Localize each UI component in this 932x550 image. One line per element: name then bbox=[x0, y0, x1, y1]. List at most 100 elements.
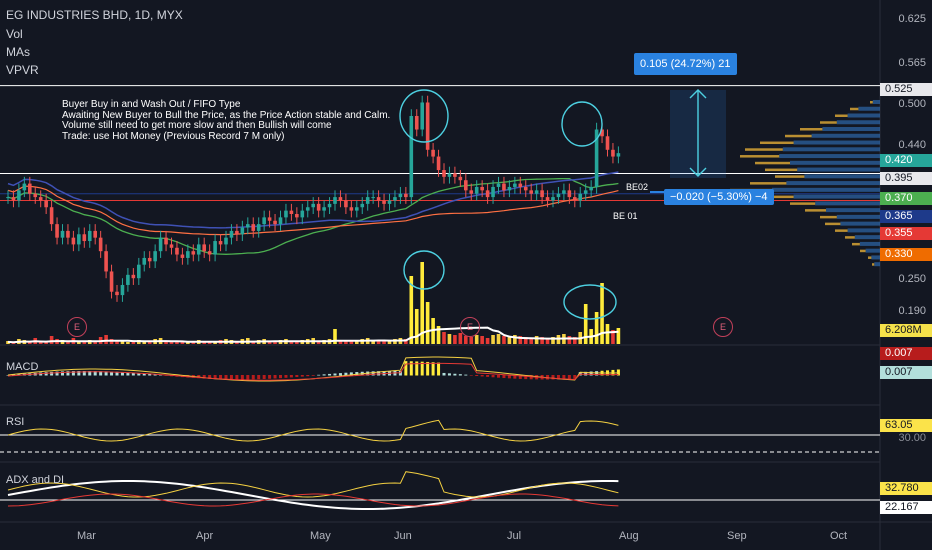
macd-histogram-bar bbox=[431, 362, 435, 376]
vpvr-bar bbox=[835, 229, 848, 232]
vpvr-bar bbox=[826, 208, 880, 213]
volume-bar bbox=[355, 340, 359, 344]
vpvr-bar bbox=[852, 242, 860, 246]
macd-histogram-bar bbox=[82, 371, 86, 376]
volume-bar bbox=[447, 334, 452, 344]
candle-body bbox=[420, 102, 424, 130]
macd-histogram-bar bbox=[333, 373, 337, 376]
macd-histogram-bar bbox=[115, 371, 119, 376]
earnings-marker[interactable]: E bbox=[460, 317, 480, 337]
vpvr-bar bbox=[872, 263, 875, 266]
macd-histogram-bar bbox=[44, 372, 48, 376]
volume-bar bbox=[540, 337, 544, 344]
chart-title: EG INDUSTRIES BHD, 1D, MYX bbox=[6, 8, 183, 22]
earnings-marker[interactable]: E bbox=[67, 317, 87, 337]
candle-body bbox=[600, 129, 604, 137]
indicator-mas-label[interactable]: MAs bbox=[6, 45, 30, 59]
vpvr-bar bbox=[805, 209, 826, 212]
candle-body bbox=[289, 210, 294, 214]
macd-histogram-bar bbox=[50, 371, 54, 376]
macd-histogram-bar bbox=[148, 373, 152, 376]
volume-bar bbox=[436, 326, 441, 344]
vpvr-bar bbox=[815, 201, 880, 206]
macd-histogram-bar bbox=[415, 361, 419, 376]
vpvr-bar bbox=[860, 249, 866, 253]
candle-body bbox=[38, 197, 43, 201]
rsi-level: 30.00 bbox=[898, 432, 926, 444]
vpvr-bar bbox=[868, 256, 872, 259]
candle-body bbox=[300, 210, 305, 218]
vpvr-bar bbox=[790, 202, 816, 205]
candle-body bbox=[436, 156, 441, 171]
macd-histogram-bar bbox=[289, 375, 293, 378]
candle-body bbox=[371, 197, 375, 199]
price-tick: 0.250 bbox=[898, 273, 926, 285]
price-tag-level: 0.525 bbox=[880, 83, 932, 96]
macd-histogram-bar bbox=[497, 375, 500, 378]
macd-histogram-bar bbox=[398, 371, 402, 376]
x-tick-label: Mar bbox=[77, 530, 96, 542]
macd-histogram-bar bbox=[442, 372, 446, 376]
price-tag-ma: 0.355 bbox=[880, 227, 932, 240]
volume-bar bbox=[600, 283, 604, 344]
volume-tag: 6.208M bbox=[880, 324, 932, 337]
candle-body bbox=[49, 207, 54, 225]
candle-body bbox=[262, 217, 266, 225]
vpvr-bar bbox=[847, 228, 880, 233]
volume-bar bbox=[93, 341, 97, 344]
volume-bar bbox=[104, 335, 108, 344]
candle-body bbox=[273, 220, 277, 225]
macd-histogram-bar bbox=[328, 373, 332, 376]
volume-bar bbox=[49, 336, 54, 344]
macd-histogram-bar bbox=[224, 375, 228, 380]
volume-bar bbox=[551, 337, 555, 344]
indicator-vol-label[interactable]: Vol bbox=[6, 27, 23, 41]
candle-body bbox=[605, 136, 610, 150]
vpvr-bar bbox=[874, 262, 880, 267]
macd-title[interactable]: MACD bbox=[6, 361, 39, 373]
rsi-title[interactable]: RSI bbox=[6, 416, 25, 428]
price-tick: 0.190 bbox=[898, 305, 926, 317]
vpvr-bar bbox=[779, 154, 880, 159]
rsi-value-tag: 63.05 bbox=[880, 419, 932, 432]
measure-down-label[interactable]: −0.020 (−5.30%) −4 bbox=[664, 189, 774, 205]
candle-body bbox=[82, 234, 87, 242]
volume-bar bbox=[82, 341, 87, 344]
candle-body bbox=[98, 237, 103, 252]
note-line: Trade: use Hot Money (Previous Record 7 … bbox=[62, 130, 285, 142]
macd-histogram-bar bbox=[349, 372, 353, 376]
macd-histogram-bar bbox=[284, 375, 288, 378]
candle-body bbox=[338, 197, 343, 201]
volume-bar bbox=[142, 341, 147, 344]
macd-histogram-bar bbox=[120, 372, 124, 376]
volume-bar bbox=[267, 341, 272, 344]
macd-histogram-bar bbox=[355, 372, 359, 376]
price-tag-ma: 0.330 bbox=[880, 248, 932, 261]
x-tick-label: Sep bbox=[727, 530, 747, 542]
macd-histogram-bar bbox=[464, 374, 468, 376]
measure-up-label[interactable]: 0.105 (24.72%) 21 bbox=[634, 53, 737, 75]
volume-bar bbox=[480, 336, 484, 344]
candle-body bbox=[333, 197, 337, 204]
macd-histogram-bar bbox=[93, 371, 97, 376]
candle-body bbox=[202, 244, 206, 252]
indicator-vpvr-label[interactable]: VPVR bbox=[6, 63, 39, 77]
volume-bar bbox=[169, 342, 174, 344]
candle-body bbox=[322, 207, 326, 211]
volume-bar bbox=[409, 276, 414, 344]
volume-bar bbox=[77, 342, 81, 344]
volume-ma-line bbox=[7, 326, 619, 344]
macd-histogram-bar bbox=[458, 374, 462, 376]
macd-histogram-bar bbox=[71, 371, 75, 376]
volume-bar bbox=[474, 335, 479, 344]
break-label-be01: BE 01 bbox=[613, 211, 638, 221]
macd-histogram-bar bbox=[295, 375, 299, 378]
earnings-marker[interactable]: E bbox=[713, 317, 733, 337]
candle-body bbox=[355, 207, 359, 211]
volume-bar bbox=[289, 341, 294, 344]
candle-body bbox=[153, 251, 157, 262]
candle-body bbox=[382, 200, 386, 204]
candle-body bbox=[213, 241, 217, 255]
adx-title[interactable]: ADX and DI bbox=[6, 474, 65, 486]
